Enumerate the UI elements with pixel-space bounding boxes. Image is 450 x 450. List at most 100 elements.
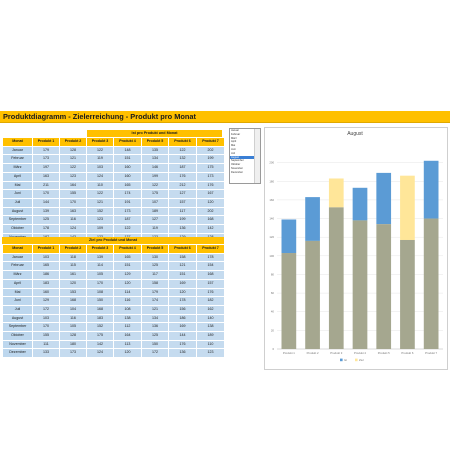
value-cell[interactable]: 173 [32, 154, 60, 165]
value-cell[interactable]: 139 [86, 252, 114, 263]
value-cell[interactable]: 136 [168, 348, 197, 359]
value-cell[interactable]: 152 [86, 322, 114, 333]
value-cell[interactable]: 124 [86, 348, 114, 359]
listbox-item[interactable]: Juli [231, 151, 235, 155]
value-cell[interactable]: 212 [168, 180, 197, 191]
value-cell[interactable]: 157 [168, 197, 197, 208]
value-cell[interactable]: 122 [141, 180, 169, 191]
value-cell[interactable]: 170 [59, 197, 87, 208]
value-cell[interactable]: 146 [141, 163, 169, 173]
value-cell[interactable]: 178 [196, 252, 225, 263]
month-cell[interactable]: September [2, 322, 33, 333]
value-cell[interactable]: 103 [32, 252, 60, 263]
value-cell[interactable]: 150 [86, 296, 114, 306]
listbox-item[interactable]: September [231, 159, 244, 163]
value-cell[interactable]: 182 [196, 296, 225, 306]
value-cell[interactable]: 112 [113, 322, 142, 333]
value-cell[interactable]: 142 [86, 339, 114, 350]
value-cell[interactable]: 179 [32, 145, 60, 156]
value-cell[interactable]: 156 [168, 304, 197, 315]
value-cell[interactable]: 160 [113, 171, 142, 182]
value-cell[interactable]: 119 [86, 154, 114, 165]
value-cell[interactable]: 176 [196, 287, 225, 298]
value-cell[interactable]: 154 [196, 261, 225, 272]
value-cell[interactable]: 122 [59, 163, 87, 173]
value-cell[interactable]: 158 [141, 278, 169, 289]
value-cell[interactable]: 114 [113, 287, 142, 298]
month-cell[interactable]: Oktober [2, 224, 33, 234]
value-cell[interactable]: 151 [113, 154, 142, 165]
value-cell[interactable]: 119 [141, 224, 169, 234]
value-cell[interactable]: 167 [196, 189, 225, 199]
listbox-item[interactable]: August [230, 155, 260, 160]
value-cell[interactable]: 140 [196, 313, 225, 324]
value-cell[interactable]: 175 [141, 189, 169, 199]
listbox-item[interactable]: November [231, 166, 243, 170]
value-cell[interactable]: 180 [59, 339, 87, 350]
value-cell[interactable]: 168 [86, 304, 114, 315]
month-listbox[interactable]: Januar Februar März April Mai Juni Juli August S… [229, 128, 261, 184]
month-cell[interactable]: April [2, 278, 33, 289]
value-cell[interactable]: 110 [196, 339, 225, 350]
value-cell[interactable]: 163 [59, 206, 87, 217]
value-cell[interactable]: 116 [59, 215, 87, 226]
listbox-item[interactable]: Januar [231, 129, 239, 132]
value-cell[interactable]: 170 [32, 189, 60, 199]
value-cell[interactable]: 169 [168, 322, 197, 333]
value-cell[interactable]: 170 [32, 322, 60, 333]
value-cell[interactable]: 123 [86, 215, 114, 226]
value-cell[interactable]: 168 [196, 270, 225, 280]
value-cell[interactable]: 127 [168, 189, 197, 199]
value-cell[interactable]: 125 [141, 331, 169, 341]
value-cell[interactable]: 115 [59, 261, 87, 272]
value-cell[interactable]: 160 [32, 287, 60, 298]
month-cell[interactable]: Januar [2, 252, 33, 263]
value-cell[interactable]: 125 [141, 261, 169, 272]
value-cell[interactable]: 175 [86, 331, 114, 341]
value-cell[interactable]: 121 [86, 197, 114, 208]
value-cell[interactable]: 179 [141, 287, 169, 298]
value-cell[interactable]: 157 [196, 278, 225, 289]
value-cell[interactable]: 174 [141, 296, 169, 306]
value-cell[interactable]: 103 [86, 163, 114, 173]
value-cell[interactable]: 176 [196, 180, 225, 191]
month-cell[interactable]: Februar [2, 154, 33, 165]
value-cell[interactable]: 120 [113, 278, 142, 289]
value-cell[interactable]: 142 [196, 224, 225, 234]
value-cell[interactable]: 176 [168, 339, 197, 350]
value-cell[interactable]: 168 [59, 296, 87, 306]
value-cell[interactable]: 152 [86, 206, 114, 217]
value-cell[interactable]: 160 [113, 163, 142, 173]
value-cell[interactable]: 173 [59, 348, 87, 359]
value-cell[interactable]: 116 [113, 296, 142, 306]
listbox-item[interactable]: Februar [231, 132, 241, 136]
listbox-item[interactable]: März [231, 136, 237, 140]
value-cell[interactable]: 186 [168, 313, 197, 324]
value-cell[interactable]: 176 [168, 171, 197, 182]
value-cell[interactable]: 139 [32, 206, 60, 217]
month-cell[interactable]: Juni [2, 296, 33, 306]
month-cell[interactable]: Januar [2, 145, 33, 156]
value-cell[interactable]: 138 [113, 313, 142, 324]
month-cell[interactable]: Juni [2, 189, 33, 199]
value-cell[interactable]: 117 [141, 270, 169, 280]
value-cell[interactable]: 178 [32, 224, 60, 234]
value-cell[interactable]: 178 [168, 296, 197, 306]
value-cell[interactable]: 111 [32, 339, 60, 350]
value-cell[interactable]: 187 [113, 215, 142, 226]
value-cell[interactable]: 120 [113, 348, 142, 359]
value-cell[interactable]: 172 [141, 348, 169, 359]
value-cell[interactable]: 148 [113, 145, 142, 156]
value-cell[interactable]: 116 [59, 313, 87, 324]
value-cell[interactable]: 108 [113, 304, 142, 315]
month-cell[interactable]: April [2, 171, 33, 182]
value-cell[interactable]: 117 [168, 206, 197, 217]
value-cell[interactable]: 122 [113, 224, 142, 234]
value-cell[interactable]: 135 [141, 145, 169, 156]
value-cell[interactable]: 153 [59, 287, 87, 298]
listbox-item[interactable]: Dezember [231, 170, 243, 174]
value-cell[interactable]: 202 [196, 206, 225, 217]
month-cell[interactable]: Februar [2, 261, 33, 272]
value-cell[interactable]: 121 [168, 261, 197, 272]
listbox-item[interactable]: Mai [231, 144, 236, 148]
